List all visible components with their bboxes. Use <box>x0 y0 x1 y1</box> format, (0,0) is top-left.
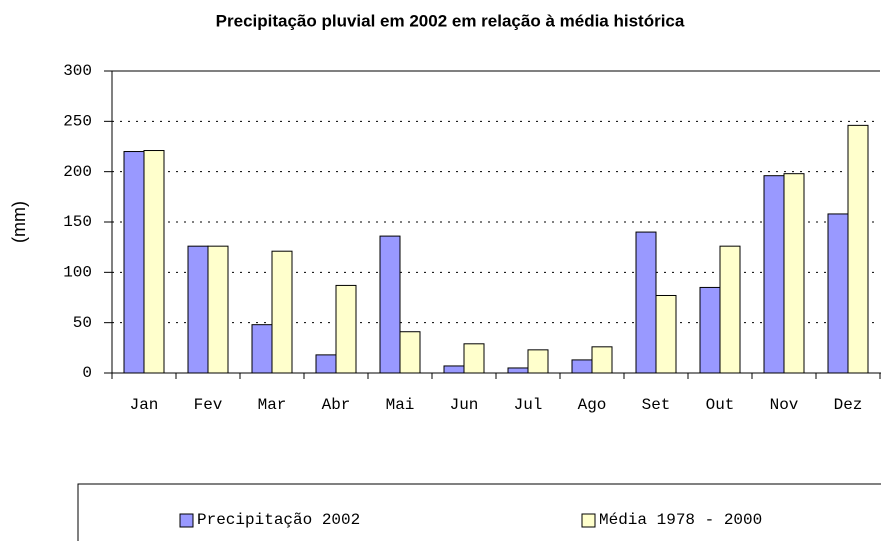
y-tick-label: 200 <box>63 163 92 181</box>
bar <box>271 250 293 374</box>
bar <box>507 367 529 374</box>
x-tick-label: Ago <box>578 396 607 414</box>
bar <box>463 343 485 374</box>
bar <box>655 294 677 374</box>
x-tick-label: Dez <box>834 396 863 414</box>
bar <box>827 213 849 374</box>
bar <box>315 354 337 374</box>
bar <box>207 245 229 374</box>
bar <box>699 286 721 374</box>
legend-box <box>77 483 881 541</box>
bar <box>783 173 805 374</box>
x-tick-label: Out <box>706 396 735 414</box>
bar <box>719 245 741 374</box>
bar <box>251 324 273 374</box>
bar <box>187 245 209 374</box>
y-tick-label: 50 <box>73 314 92 332</box>
x-tick-label: Nov <box>770 396 799 414</box>
x-tick-label: Jun <box>450 396 479 414</box>
bar <box>527 349 549 374</box>
x-tick-label: Jan <box>130 396 159 414</box>
x-tick-label: Mai <box>386 396 415 414</box>
bar <box>123 151 145 374</box>
legend-label: Média 1978 - 2000 <box>599 511 762 529</box>
bar <box>635 231 657 374</box>
bar <box>847 124 869 374</box>
legend-label: Precipitação 2002 <box>197 511 360 529</box>
y-tick-label: 150 <box>63 213 92 231</box>
y-tick-label: 0 <box>82 364 92 382</box>
y-tick-label: 250 <box>63 113 92 131</box>
bar <box>763 175 785 374</box>
x-tick-label: Jul <box>514 396 543 414</box>
y-tick-label: 300 <box>63 62 92 80</box>
y-tick-label: 100 <box>63 264 92 282</box>
bar <box>335 284 357 374</box>
x-tick-label: Set <box>642 396 671 414</box>
x-tick-label: Mar <box>258 396 287 414</box>
bar <box>443 365 465 374</box>
x-tick-label: Abr <box>322 396 351 414</box>
legend-swatch <box>179 513 194 528</box>
bar <box>379 235 401 374</box>
chart-title: Precipitação pluvial em 2002 em relação … <box>216 11 685 30</box>
y-axis-label: (mm) <box>9 201 29 243</box>
bar <box>399 331 421 374</box>
bar <box>591 346 613 374</box>
x-tick-label: Fev <box>194 396 223 414</box>
bar <box>143 150 165 374</box>
bar <box>571 359 593 374</box>
legend-swatch <box>581 513 596 528</box>
